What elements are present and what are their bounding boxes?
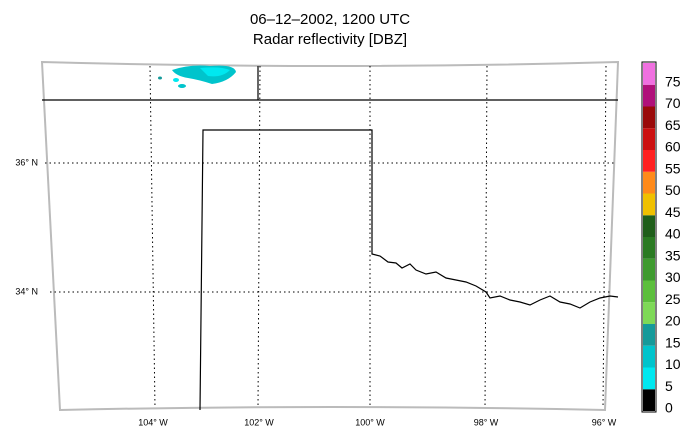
longitude-label: 96° W [592, 417, 617, 427]
colorbar-label: 20 [665, 313, 681, 329]
colorbar-segment [643, 215, 655, 237]
radar-map: 06–12–2002, 1200 UTC Radar reflectivity … [0, 0, 698, 432]
longitude-label: 98° W [474, 417, 499, 427]
colorbar-segment [643, 128, 655, 150]
longitude-label: 104° W [138, 417, 168, 427]
colorbar-label: 70 [665, 95, 681, 111]
colorbar-segment [643, 389, 655, 411]
colorbar-segment [643, 150, 655, 172]
colorbar-segment [643, 346, 655, 368]
longitude-label: 102° W [244, 417, 274, 427]
subtitle: Radar reflectivity [DBZ] [253, 31, 407, 48]
colorbar-label: 25 [665, 291, 681, 307]
state-borders [42, 66, 618, 410]
colorbar-label: 0 [665, 400, 673, 416]
colorbar-segment [643, 107, 655, 129]
colorbar-segment [643, 368, 655, 390]
colorbar-label: 5 [665, 378, 673, 394]
colorbar-label: 65 [665, 117, 681, 133]
colorbar-segment [643, 85, 655, 107]
latitude-label: 34° N [15, 286, 38, 296]
colorbar-segment [643, 302, 655, 324]
colorbar-label: 55 [665, 160, 681, 176]
colorbar-label: 35 [665, 247, 681, 263]
colorbar-segment [643, 172, 655, 194]
colorbar-segment [643, 194, 655, 216]
longitude-label: 100° W [355, 417, 385, 427]
colorbar-segment [643, 281, 655, 303]
radar-echoes [158, 66, 236, 89]
graticule [45, 66, 614, 408]
colorbar-segment [643, 237, 655, 259]
colorbar-label: 50 [665, 182, 681, 198]
colorbar-label: 10 [665, 356, 681, 372]
colorbar-segment [643, 259, 655, 281]
colorbar-label: 75 [665, 73, 681, 89]
title: 06–12–2002, 1200 UTC [250, 11, 410, 28]
colorbar-label: 30 [665, 269, 681, 285]
colorbar-segment [643, 63, 655, 85]
colorbar-label: 60 [665, 139, 681, 155]
colorbar-label: 45 [665, 204, 681, 220]
colorbar-label: 15 [665, 334, 681, 350]
map-frame [42, 62, 618, 410]
colorbar-segment [643, 324, 655, 346]
latitude-label: 36° N [15, 157, 38, 167]
colorbar-label: 40 [665, 226, 681, 242]
